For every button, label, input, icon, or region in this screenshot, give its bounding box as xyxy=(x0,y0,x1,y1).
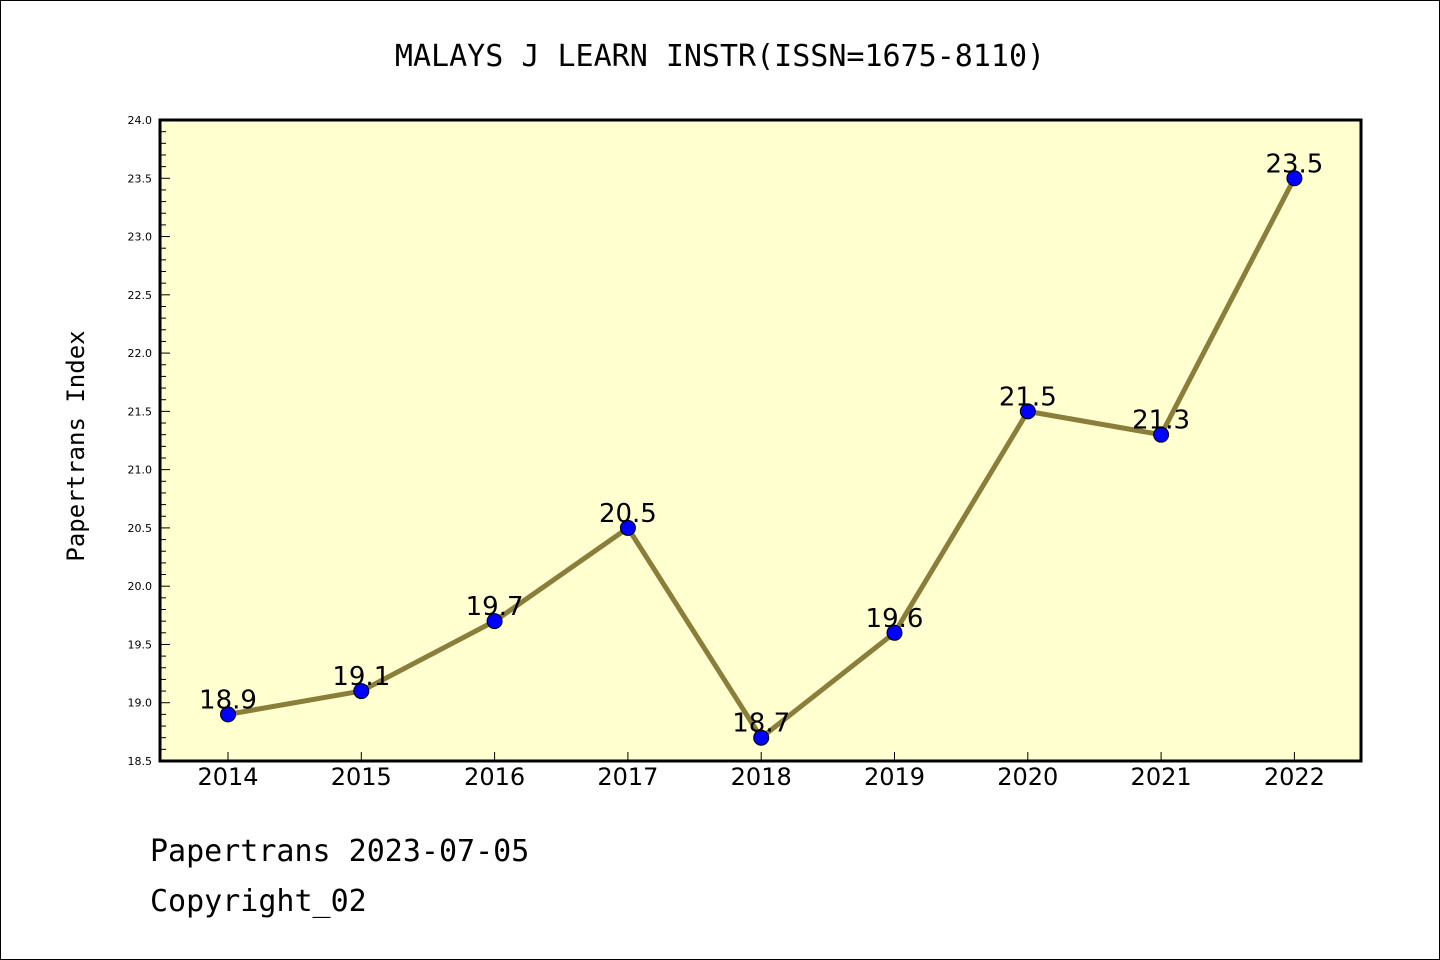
y-tick-label: 18.5 xyxy=(128,755,153,768)
data-point-marker xyxy=(619,519,636,536)
data-labels-layer: 18.9 19.1 19.7 20.5 18.7 19.6 21.5 21.3 23.5 xyxy=(199,149,1323,738)
chart-title: MALAYS J LEARN INSTR(ISSN=1675-8110) xyxy=(395,39,1045,74)
y-tick-label: 23.0 xyxy=(128,231,153,244)
y-tick-label: 19.5 xyxy=(128,638,153,651)
data-label: 23.5 xyxy=(1265,149,1323,179)
x-tick-label: 2017 xyxy=(597,763,658,791)
data-label: 19.1 xyxy=(332,662,390,692)
x-tick-label: 2016 xyxy=(464,763,525,791)
x-tick-label: 2021 xyxy=(1131,763,1192,791)
x-tick-label: 2014 xyxy=(197,763,258,791)
data-label: 18.7 xyxy=(732,709,790,739)
axis-ticks: 18.5 19.0 19.5 20.0 20.5 21.0 21.5 22.0 22.5 23.0… xyxy=(128,114,1325,791)
footer-copyright-text: Copyright_02 xyxy=(150,884,367,919)
data-label: 19.7 xyxy=(466,592,524,622)
data-point-marker xyxy=(753,729,770,746)
data-label: 18.9 xyxy=(199,685,257,715)
y-tick-label: 22.5 xyxy=(128,289,153,302)
footer-date-text: Papertrans 2023-07-05 xyxy=(150,834,530,869)
data-label: 21.5 xyxy=(999,382,1057,412)
data-label: 20.5 xyxy=(599,499,657,529)
y-tick-label: 19.0 xyxy=(128,697,153,710)
data-label: 21.3 xyxy=(1132,406,1190,436)
x-tick-label: 2015 xyxy=(331,763,392,791)
x-tick-label: 2019 xyxy=(864,763,925,791)
plot-border xyxy=(158,118,1363,763)
x-tick-label: 2022 xyxy=(1264,763,1325,791)
y-tick-label: 22.0 xyxy=(128,347,153,360)
data-point-marker xyxy=(486,613,503,630)
y-tick-label: 20.0 xyxy=(128,580,153,593)
y-tick-label: 23.5 xyxy=(128,172,153,185)
y-tick-label: 21.5 xyxy=(128,405,153,418)
x-tick-label: 2020 xyxy=(997,763,1058,791)
x-tick-label: 2018 xyxy=(731,763,792,791)
data-point-marker xyxy=(1153,426,1170,443)
data-point-marker xyxy=(886,624,903,641)
y-tick-label: 24.0 xyxy=(128,114,153,127)
y-tick-label: 20.5 xyxy=(128,522,153,535)
y-axis-label: Papertrans Index xyxy=(62,330,90,561)
series-line-layer xyxy=(220,170,1303,746)
y-tick-label: 21.0 xyxy=(128,464,153,477)
data-point-marker xyxy=(1286,170,1303,187)
data-label: 19.6 xyxy=(866,604,924,634)
data-point-marker xyxy=(353,683,370,700)
data-point-marker xyxy=(220,706,236,723)
data-point-marker xyxy=(1019,403,1036,420)
